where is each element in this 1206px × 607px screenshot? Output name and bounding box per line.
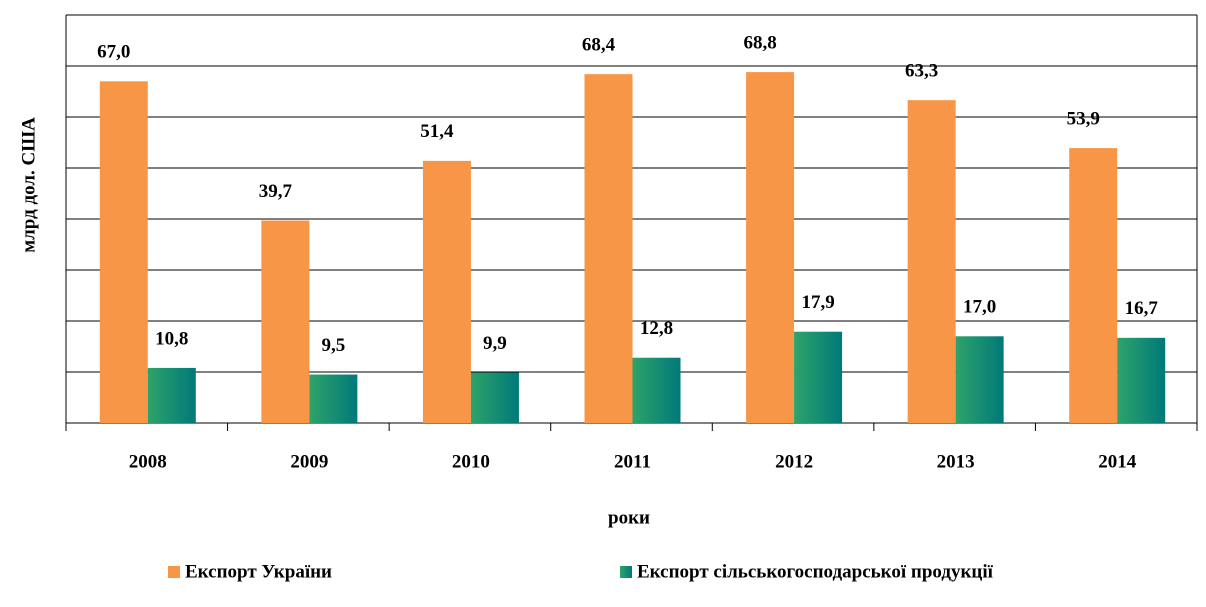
value-label: 39,7 [259, 181, 293, 202]
x-axis-label: роки [608, 507, 650, 528]
bar [1069, 148, 1118, 424]
value-label: 9,9 [483, 333, 507, 354]
bar [955, 336, 1004, 423]
x-tick-label: 2010 [452, 451, 490, 472]
value-label: 10,8 [155, 328, 188, 349]
bar [1117, 337, 1166, 423]
legend-swatch [620, 566, 632, 578]
bar [746, 72, 795, 424]
x-tick-label: 2013 [937, 451, 975, 472]
value-label: 68,4 [582, 35, 616, 56]
legend-label: Експорт сільськогосподарської продукції [637, 561, 994, 582]
bar [147, 367, 196, 423]
x-tick-label: 2008 [129, 451, 167, 472]
bar [794, 331, 843, 423]
y-axis-label: млрд дол. США [18, 117, 39, 253]
bar [907, 100, 956, 424]
value-label: 9,5 [321, 335, 345, 356]
bar [309, 374, 358, 423]
value-label: 17,0 [963, 297, 996, 318]
bar [99, 81, 148, 424]
bar [261, 220, 310, 423]
x-tick-label: 2014 [1098, 451, 1137, 472]
value-label: 68,8 [743, 32, 776, 53]
value-label: 16,7 [1125, 298, 1159, 319]
legend-swatch [168, 566, 180, 578]
value-label: 17,9 [801, 292, 834, 313]
value-label: 53,9 [1067, 108, 1100, 129]
bar [632, 357, 681, 423]
value-label: 12,8 [640, 318, 673, 339]
bar [584, 74, 633, 423]
x-tick-label: 2009 [290, 451, 328, 472]
bar [470, 372, 519, 423]
x-tick-label: 2011 [614, 451, 651, 472]
x-tick-label: 2012 [775, 451, 813, 472]
bar [422, 160, 471, 424]
value-label: 67,0 [97, 42, 130, 63]
value-label: 51,4 [420, 121, 454, 142]
legend-label: Експорт України [185, 561, 332, 582]
value-label: 63,3 [905, 61, 938, 82]
